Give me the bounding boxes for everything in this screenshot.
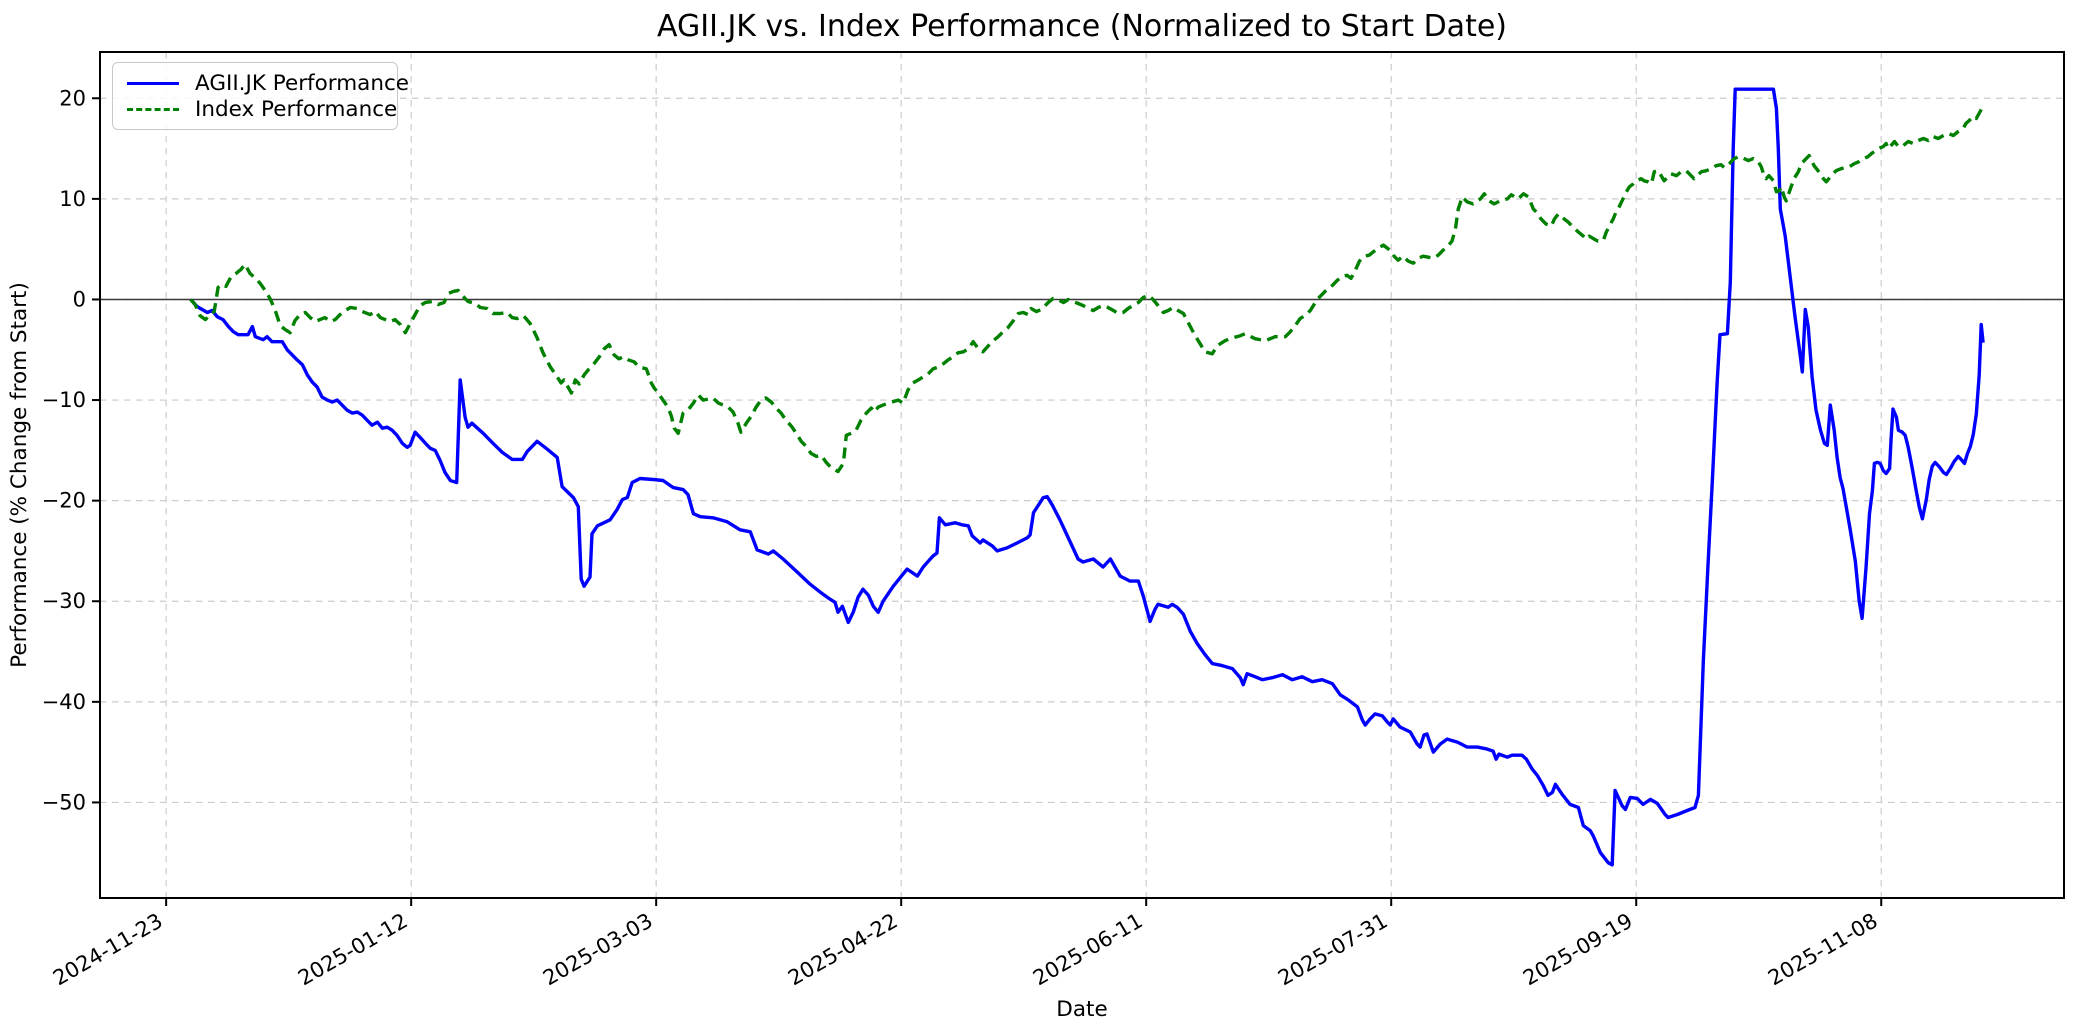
x-tick-label: 2025-11-08: [1764, 909, 1882, 991]
series-layer: [189, 87, 1985, 867]
y-tick-label: −10: [42, 388, 86, 412]
y-tick-label: −50: [42, 790, 86, 814]
y-tick-label: 10: [59, 187, 86, 211]
tick-layer: 2024-11-23 2025-01-12 2025-03-03 2025-04-22…: [42, 86, 1883, 991]
y-tick-label: −40: [42, 690, 86, 714]
x-tick-label: 2025-03-03: [539, 909, 657, 991]
y-tick-label: 20: [59, 86, 86, 110]
y-tick-label: 0: [73, 287, 86, 311]
y-tick-label: −20: [42, 489, 86, 513]
grid-layer: [100, 52, 2064, 898]
x-tick-label: 2025-07-31: [1274, 909, 1392, 991]
legend-label-index: Index Performance: [195, 97, 398, 122]
legend-item-index: Index Performance: [127, 97, 397, 124]
x-axis-label: Date: [1056, 997, 1107, 1022]
legend-item-agii: AGII.JK Performance: [127, 70, 409, 97]
index-line-swatch: [127, 108, 179, 112]
legend: AGII.JK Performance Index Performance: [112, 62, 409, 130]
agii-line-swatch: [127, 81, 179, 85]
x-tick-label: 2025-04-22: [784, 909, 902, 991]
y-axis-label: Performance (% Change from Start): [7, 282, 32, 668]
x-tick-label: 2025-01-12: [294, 909, 412, 991]
agii-series-line: [189, 87, 1985, 867]
y-tick-label: −30: [42, 589, 86, 613]
legend-label-agii: AGII.JK Performance: [195, 70, 410, 96]
x-tick-label: 2025-06-11: [1029, 909, 1147, 991]
x-tick-label: 2024-11-23: [49, 909, 167, 991]
plot-frame: [99, 51, 2065, 899]
index-series-line: [189, 105, 1985, 474]
x-tick-label: 2025-09-19: [1519, 909, 1637, 991]
chart-title: AGII.JK vs. Index Performance (Normalize…: [657, 9, 1507, 44]
